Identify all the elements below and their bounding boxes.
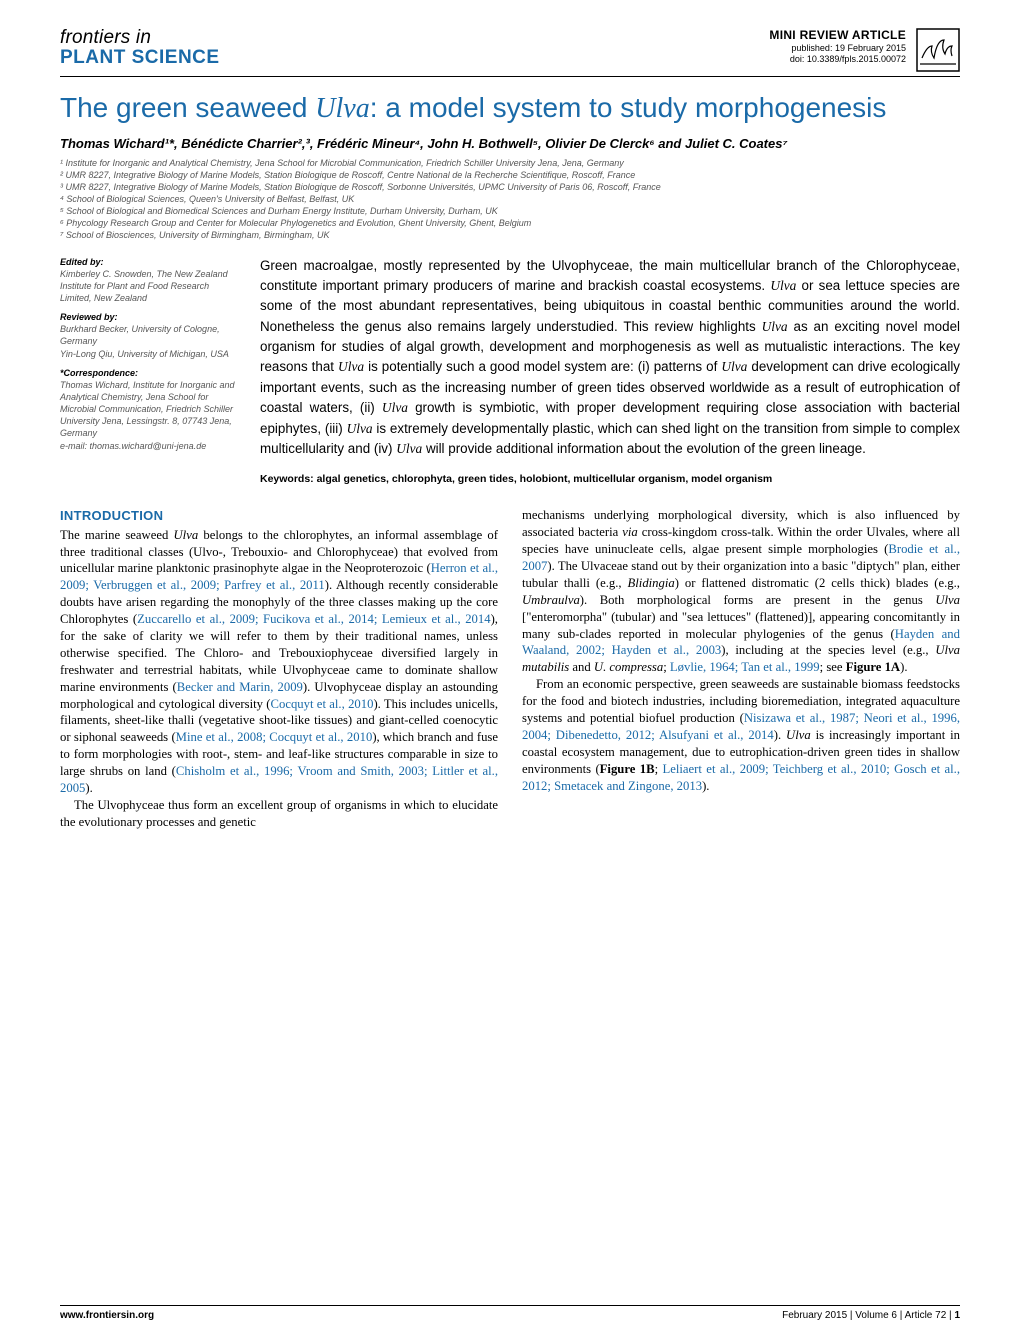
correspondence-email: e-mail: thomas.wichard@uni-jena.de [60, 441, 206, 451]
affiliations-block: ¹ Institute for Inorganic and Analytical… [60, 157, 960, 242]
journal-logo-icon [916, 28, 960, 72]
reviewed-by-label: Reviewed by: [60, 312, 118, 322]
figure-ref[interactable]: Figure 1A [846, 660, 900, 674]
abstract-segment: is potentially such a good model system … [364, 359, 721, 374]
text: ). [85, 781, 92, 795]
footer-url[interactable]: www.frontiersin.org [60, 1310, 154, 1321]
genus: Umbraulva [522, 593, 580, 607]
affiliation: ¹ Institute for Inorganic and Analytical… [60, 157, 960, 169]
text: ; [663, 660, 670, 674]
text: ). Both morphological forms are present … [580, 593, 936, 607]
abstract-column: Green macroalgae, mostly represented by … [260, 256, 960, 486]
edited-by-label: Edited by: [60, 257, 104, 267]
paragraph: From an economic perspective, green seaw… [522, 676, 960, 794]
genus: Ulva [786, 728, 811, 742]
edited-by: Kimberley C. Snowden, The New Zealand In… [60, 269, 228, 303]
affiliation: ² UMR 8227, Integrative Biology of Marin… [60, 169, 960, 181]
journal-brand: frontiers in PLANT SCIENCE [60, 28, 220, 68]
italic: via [622, 525, 638, 539]
editorial-sidebar: Edited by: Kimberley C. Snowden, The New… [60, 256, 240, 486]
page-header: frontiers in PLANT SCIENCE MINI REVIEW A… [60, 28, 960, 77]
abstract-segment: will provide additional information abou… [422, 441, 866, 456]
affiliation: ⁴ School of Biological Sciences, Queen's… [60, 193, 960, 205]
citation[interactable]: Cocquyt et al., 2010 [271, 697, 374, 711]
title-pre: The green seaweed [60, 92, 315, 123]
affiliation: ³ UMR 8227, Integrative Biology of Marin… [60, 181, 960, 193]
keywords: Keywords: algal genetics, chlorophyta, g… [260, 473, 960, 485]
genus: Ulva [721, 359, 747, 374]
footer-right: February 2015 | Volume 6 | Article 72 | … [782, 1310, 960, 1321]
title-post: : a model system to study morphogenesis [370, 92, 887, 123]
left-column: INTRODUCTION The marine seaweed Ulva bel… [60, 507, 498, 830]
published-date: published: 19 February 2015 [769, 43, 906, 54]
genus: Ulva [174, 528, 199, 542]
reviewer: Burkhard Becker, University of Cologne, … [60, 324, 220, 346]
text: ). [900, 660, 907, 674]
right-column: mechanisms underlying morphological dive… [522, 507, 960, 830]
body-columns: INTRODUCTION The marine seaweed Ulva bel… [60, 507, 960, 830]
genus: Ulva [338, 359, 364, 374]
paragraph: The marine seaweed Ulva belongs to the c… [60, 527, 498, 797]
footer-issue: February 2015 | Volume 6 | Article 72 | [782, 1310, 954, 1321]
genus: Ulva [347, 421, 373, 436]
genus: Ulva [382, 400, 408, 415]
genus: Ulva [762, 319, 788, 334]
title-genus: Ulva [315, 93, 369, 124]
text: ). [702, 779, 709, 793]
doi: doi: 10.3389/fpls.2015.00072 [769, 54, 906, 65]
text: and [569, 660, 594, 674]
text: ). [774, 728, 786, 742]
citation[interactable]: Zuccarello et al., 2009; Fucikova et al.… [137, 612, 490, 626]
brand-top: frontiers in [60, 28, 220, 48]
text: The marine seaweed [60, 528, 174, 542]
paragraph: mechanisms underlying morphological dive… [522, 507, 960, 676]
citation[interactable]: Løvlie, 1964; Tan et al., 1999 [670, 660, 820, 674]
text: ; see [820, 660, 846, 674]
abstract-region: Edited by: Kimberley C. Snowden, The New… [60, 256, 960, 486]
affiliation: ⁷ School of Biosciences, University of B… [60, 229, 960, 241]
affiliation: ⁵ School of Biological and Biomedical Sc… [60, 205, 960, 217]
genus: U. compressa [594, 660, 663, 674]
text: ) or flattened distromatic (2 cells thic… [675, 576, 960, 590]
reviewer: Yin-Long Qiu, University of Michigan, US… [60, 349, 229, 359]
citation[interactable]: Becker and Marin, 2009 [177, 680, 303, 694]
header-right: MINI REVIEW ARTICLE published: 19 Februa… [769, 28, 960, 72]
correspondence: Thomas Wichard, Institute for Inorganic … [60, 380, 235, 439]
section-heading: INTRODUCTION [60, 507, 498, 524]
genus: Ulva [396, 441, 422, 456]
article-title: The green seaweed Ulva: a model system t… [60, 91, 960, 126]
genus: Ulva [935, 593, 960, 607]
text: ), including at the species level (e.g., [721, 643, 935, 657]
affiliation: ⁶ Phycology Research Group and Center fo… [60, 217, 960, 229]
article-type: MINI REVIEW ARTICLE [769, 28, 906, 43]
page-number: 1 [954, 1310, 960, 1321]
paragraph: The Ulvophyceae thus form an excellent g… [60, 797, 498, 831]
citation[interactable]: Mine et al., 2008; Cocquyt et al., 2010 [176, 730, 373, 744]
brand-bottom: PLANT SCIENCE [60, 48, 220, 68]
genus: Blidingia [628, 576, 675, 590]
authors: Thomas Wichard¹*, Bénédicte Charrier²,³,… [60, 136, 960, 151]
article-meta: MINI REVIEW ARTICLE published: 19 Februa… [769, 28, 906, 66]
abstract-text: Green macroalgae, mostly represented by … [260, 256, 960, 460]
figure-ref[interactable]: Figure 1B [600, 762, 655, 776]
page-footer: www.frontiersin.org February 2015 | Volu… [60, 1305, 960, 1321]
genus: Ulva [770, 278, 796, 293]
correspondence-label: *Correspondence: [60, 368, 138, 378]
